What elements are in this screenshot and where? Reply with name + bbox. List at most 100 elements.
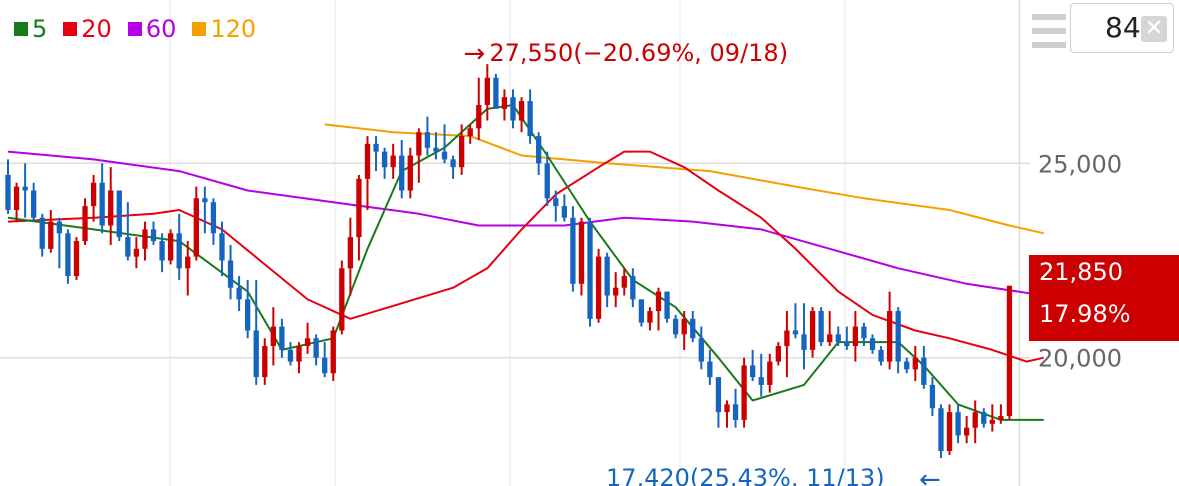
candle-up [647,307,653,331]
candle-layer [5,64,1013,459]
candle-body [304,338,311,347]
candle-up [330,326,336,382]
candle-body [998,416,1004,420]
candle-down [433,132,439,160]
candle-body [450,159,456,168]
candle-down [424,116,431,156]
candle-down [527,89,533,144]
candle-body [90,182,97,207]
candle-body [946,412,953,452]
candle-body [801,334,807,350]
candle-up [501,89,508,121]
candle-body [647,311,653,323]
candle-body [681,318,687,335]
candle-up [1006,285,1013,420]
candle-body [929,384,936,409]
candle-up [467,124,473,144]
candle-down [236,276,242,312]
candle-body [31,190,37,218]
candle-body [407,155,413,191]
candle-body [167,233,174,261]
candle-body [467,128,473,137]
candle-body [510,97,516,121]
candle-body [433,147,439,152]
candle-down [253,279,259,385]
candle-up [185,241,191,296]
candle-body [236,287,242,300]
candle-down [861,322,867,347]
candle-body [904,361,910,370]
candle-up [339,260,345,335]
legend-label: 5 [32,15,48,43]
candle-down [22,163,28,218]
candle-up [621,268,627,296]
candle-down [672,314,679,339]
candle-up [518,97,525,133]
candle-body [56,221,63,234]
candle-body [604,256,610,296]
candle-down [792,303,799,339]
candle-down [159,233,165,273]
candle-up [296,342,302,374]
candle-body [536,136,542,164]
candle-down [176,213,182,280]
close-icon[interactable]: ✕ [1141,16,1167,42]
candle-up [73,237,80,280]
candle-up [775,342,781,366]
candle-body [724,404,730,413]
hamburger-menu-icon[interactable] [1030,14,1070,54]
legend-item-ma5[interactable]: 5 [14,14,47,44]
candle-down [955,404,961,444]
grid-layer [0,0,1030,486]
candle-up [852,311,859,362]
candle-body [553,198,559,207]
candle-body [133,248,140,257]
candle-down [210,198,217,245]
ma-legend: 5 20 60 120 [14,14,256,44]
candle-down [835,326,841,347]
candle-down [938,404,944,459]
candle-down [715,377,722,428]
candle-body [399,155,405,191]
candle-body [809,311,816,350]
candle-body [322,357,328,374]
candle-down [65,229,71,284]
legend-item-ma120[interactable]: 120 [192,14,256,44]
candle-body [664,291,670,319]
candle-body [655,291,662,312]
candle-body [416,132,422,156]
candle-body [73,241,80,277]
candle-down [801,303,807,370]
candle-body [672,318,679,335]
candle-body [869,338,876,350]
candle-up [416,128,422,183]
candle-up [270,307,276,366]
candle-body [458,136,465,168]
candle-up [827,311,833,347]
candle-up [655,287,662,331]
period-input[interactable]: 84 ✕ [1070,3,1174,53]
candle-body [758,377,764,385]
legend-item-ma20[interactable]: 20 [63,14,112,44]
candle-body [561,206,568,218]
candle-down [399,139,405,199]
candle-up [82,198,88,245]
candle-body [792,330,799,335]
legend-item-ma60[interactable]: 60 [127,14,176,44]
candle-up [48,209,54,253]
candle-body [22,186,28,191]
candle-body [818,311,824,343]
candle-down [750,349,756,382]
moving-average-layer [7,104,1044,421]
candle-body [390,155,396,168]
candle-body [741,365,747,420]
candle-body [715,377,722,413]
candle-body [1006,285,1013,417]
candle-down [279,318,285,358]
ma5-line [7,104,1044,421]
current-price-change: 17.98% [1039,300,1131,328]
candle-body [981,412,987,424]
candle-down [929,377,936,417]
candle-body [227,260,234,288]
candle-body [219,233,225,261]
